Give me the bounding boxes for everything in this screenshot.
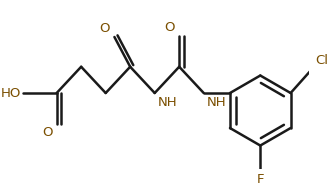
Text: O: O [100,22,110,35]
Text: Cl: Cl [315,54,328,67]
Text: NH: NH [206,96,226,109]
Text: O: O [164,21,175,34]
Text: HO: HO [0,87,21,100]
Text: F: F [256,173,264,186]
Text: O: O [42,126,52,139]
Text: NH: NH [157,96,177,109]
